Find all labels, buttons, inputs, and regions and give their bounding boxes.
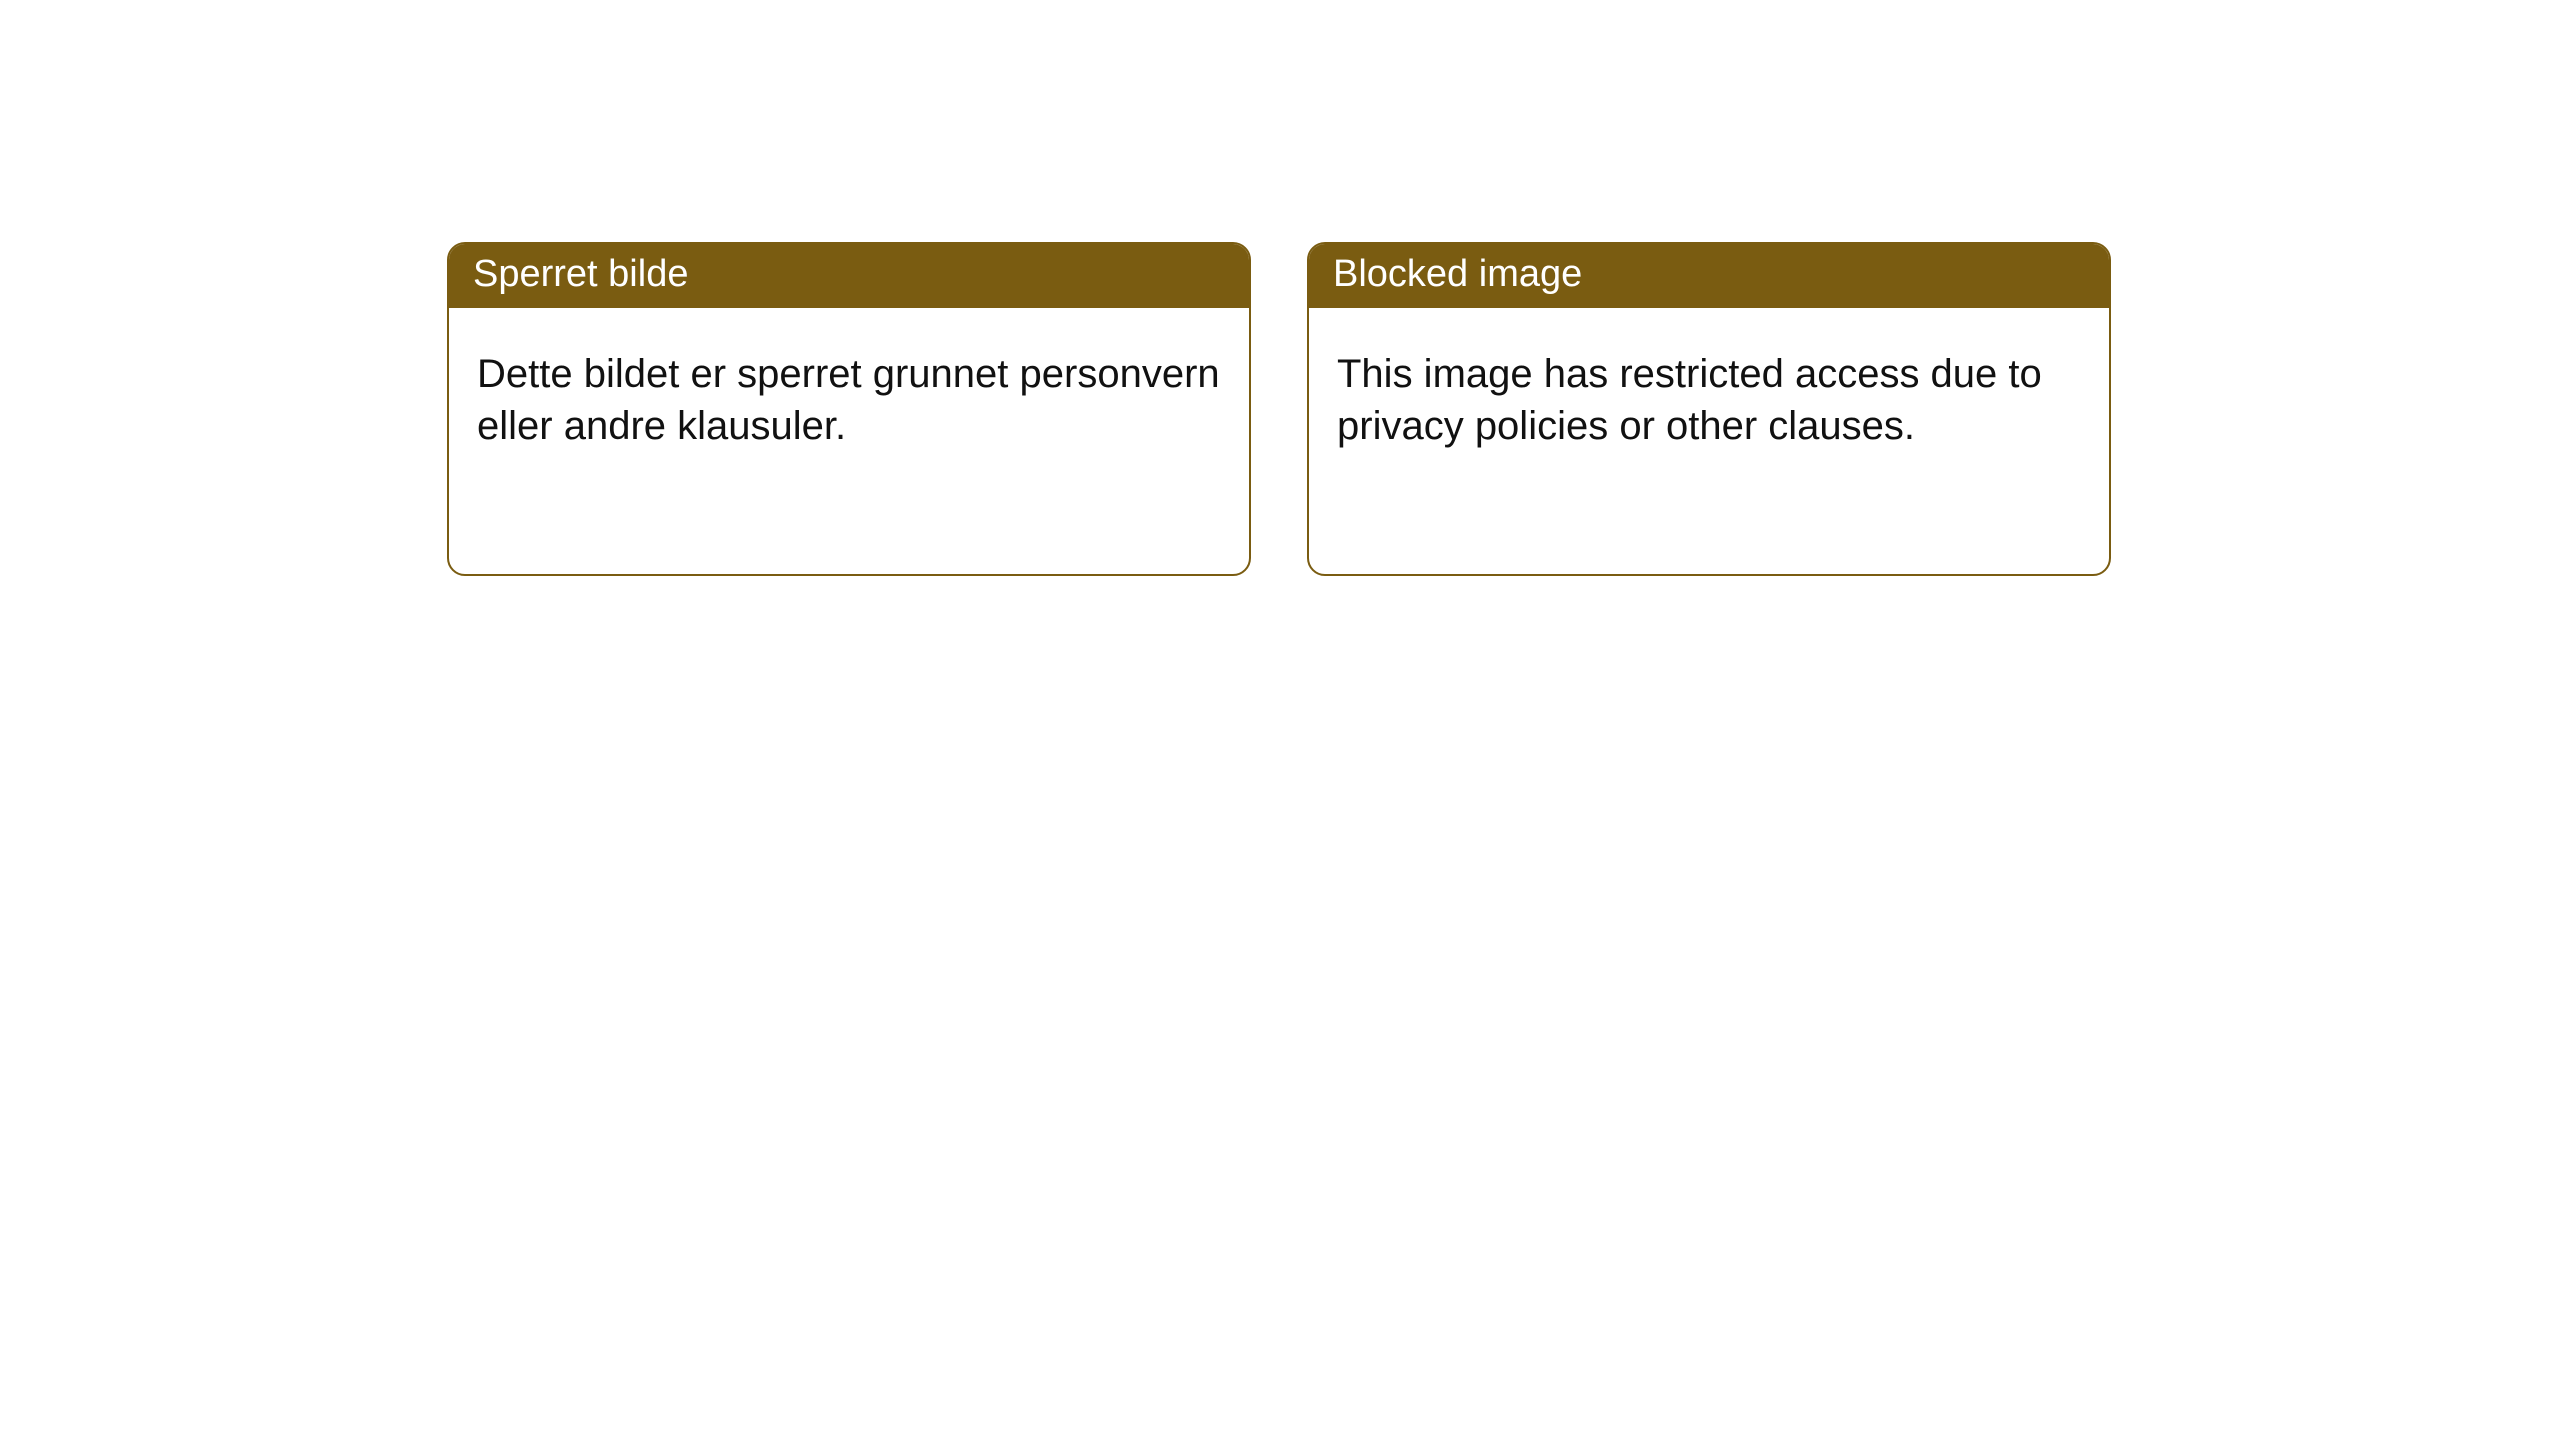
notice-card-english: Blocked image This image has restricted … bbox=[1307, 242, 2111, 576]
notice-card-norwegian: Sperret bilde Dette bildet er sperret gr… bbox=[447, 242, 1251, 576]
notice-body: Dette bildet er sperret grunnet personve… bbox=[449, 308, 1249, 482]
notice-header: Blocked image bbox=[1309, 244, 2109, 308]
notice-body: This image has restricted access due to … bbox=[1309, 308, 2109, 482]
notice-header: Sperret bilde bbox=[449, 244, 1249, 308]
notice-container: Sperret bilde Dette bildet er sperret gr… bbox=[0, 0, 2560, 576]
